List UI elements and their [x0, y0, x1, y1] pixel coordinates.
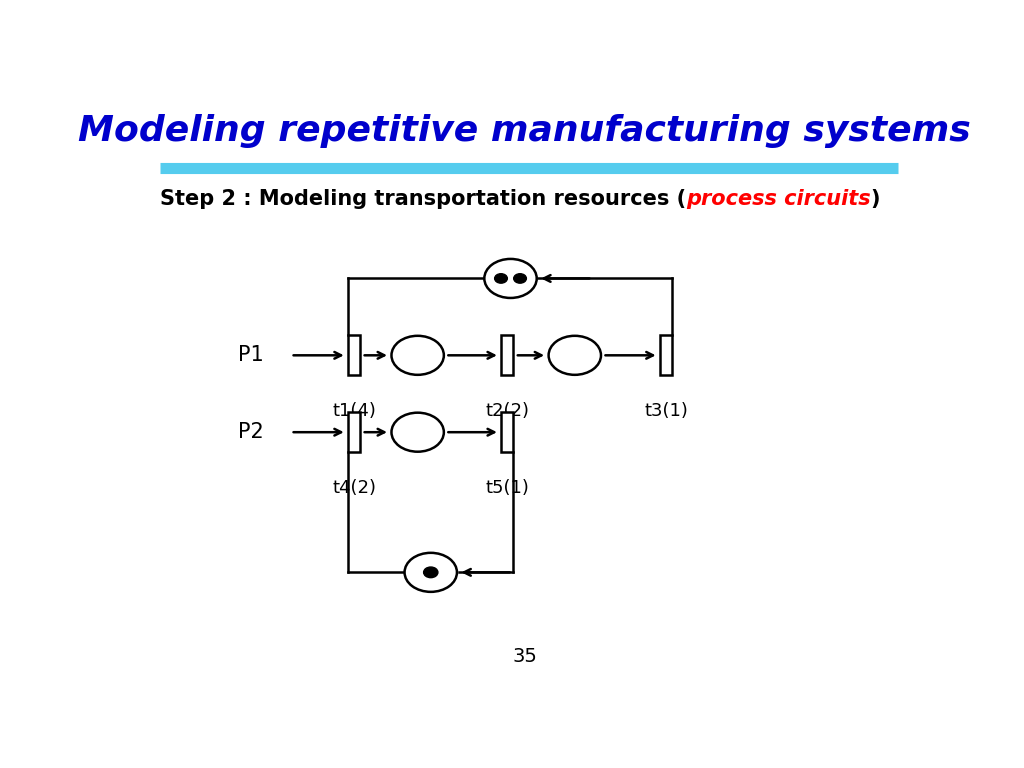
- Bar: [660, 335, 672, 376]
- Text: P1: P1: [239, 346, 264, 366]
- Text: t4(2): t4(2): [332, 479, 376, 497]
- Circle shape: [391, 336, 443, 375]
- Bar: [502, 335, 513, 376]
- Circle shape: [495, 273, 507, 283]
- Circle shape: [391, 412, 443, 452]
- Text: ): ): [870, 189, 880, 209]
- Bar: [348, 412, 360, 452]
- Text: Modeling repetitive manufacturing systems: Modeling repetitive manufacturing system…: [79, 114, 971, 147]
- Text: t5(1): t5(1): [485, 479, 529, 497]
- Text: Step 2 : Modeling transportation resources (: Step 2 : Modeling transportation resourc…: [160, 189, 686, 209]
- Text: 35: 35: [512, 647, 538, 667]
- Text: P2: P2: [239, 422, 264, 442]
- Text: t3(1): t3(1): [644, 402, 688, 420]
- Bar: [502, 412, 513, 452]
- Circle shape: [549, 336, 601, 375]
- Circle shape: [514, 273, 526, 283]
- Circle shape: [424, 567, 438, 578]
- Bar: [348, 335, 360, 376]
- Circle shape: [404, 553, 457, 592]
- Circle shape: [484, 259, 537, 298]
- Text: t2(2): t2(2): [485, 402, 529, 420]
- Text: t1(4): t1(4): [332, 402, 376, 420]
- Text: process circuits: process circuits: [686, 189, 870, 209]
